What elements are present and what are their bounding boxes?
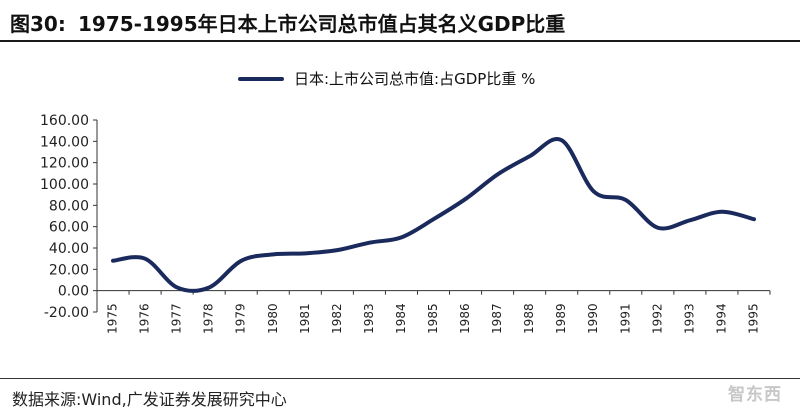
- x-tick-label: 1979: [234, 303, 248, 334]
- x-tick-label: 1982: [330, 303, 344, 334]
- y-tick-label: 160.00: [40, 113, 89, 129]
- x-tick-label: 1983: [362, 303, 376, 334]
- x-tick-label: 1976: [138, 303, 152, 334]
- x-tick-label: 1992: [650, 303, 664, 334]
- footer-divider: [0, 378, 800, 379]
- legend: 日本:上市公司总市值:占GDP比重 %: [238, 68, 535, 89]
- legend-label: 日本:上市公司总市值:占GDP比重 %: [294, 70, 536, 88]
- x-tick-label: 1987: [490, 303, 504, 334]
- y-tick-label: 60.00: [49, 220, 89, 236]
- axes: [96, 120, 770, 312]
- x-tick-label: 1984: [394, 303, 408, 334]
- x-tick-label: 1989: [554, 303, 568, 334]
- y-tick-label: -20.00: [44, 305, 89, 321]
- y-tick-label: 120.00: [40, 156, 89, 172]
- x-tick-label: 1981: [298, 303, 312, 334]
- figure-label: 图30:: [10, 12, 66, 36]
- x-tick-label: 1977: [170, 303, 184, 334]
- x-tick-label: 1991: [618, 303, 632, 334]
- x-ticks: 1975 1976 1977 1978 1979 1980 1981 1982 1983 1984…: [96, 290, 771, 334]
- x-tick-label: 1978: [202, 303, 216, 334]
- x-tick-label: 1990: [586, 303, 600, 334]
- title-bar: 图30: 1975-1995年日本上市公司总市值占其名义GDP比重: [0, 0, 800, 42]
- chart-title: 1975-1995年日本上市公司总市值占其名义GDP比重: [78, 12, 566, 36]
- x-tick-label: 1986: [458, 303, 472, 334]
- x-tick-label: 1988: [522, 303, 536, 334]
- y-tick-label: 20.00: [49, 262, 89, 278]
- y-ticks: 160.00 140.00 120.00 100.00 80.00 60.00 40.00 2…: [40, 113, 97, 321]
- y-tick-label: 0.00: [58, 284, 89, 300]
- x-tick-label: 1993: [682, 303, 696, 334]
- legend-swatch: [238, 76, 284, 81]
- y-tick-label: 80.00: [49, 198, 89, 214]
- x-tick-label: 1980: [266, 303, 280, 334]
- x-tick-label: 1995: [746, 303, 760, 334]
- watermark: 智东西: [728, 385, 782, 405]
- x-tick-label: 1985: [426, 303, 440, 334]
- series-line: [111, 137, 756, 293]
- source-note: 数据来源:Wind,广发证券发展研究中心: [12, 390, 287, 409]
- line-chart: 160.00 140.00 120.00 100.00 80.00 60.00 40.00 2…: [40, 113, 771, 334]
- y-tick-label: 40.00: [49, 241, 89, 257]
- y-tick-label: 140.00: [40, 134, 89, 150]
- x-tick-label: 1975: [106, 303, 120, 334]
- x-tick-label: 1994: [714, 303, 728, 334]
- y-tick-label: 100.00: [40, 177, 89, 193]
